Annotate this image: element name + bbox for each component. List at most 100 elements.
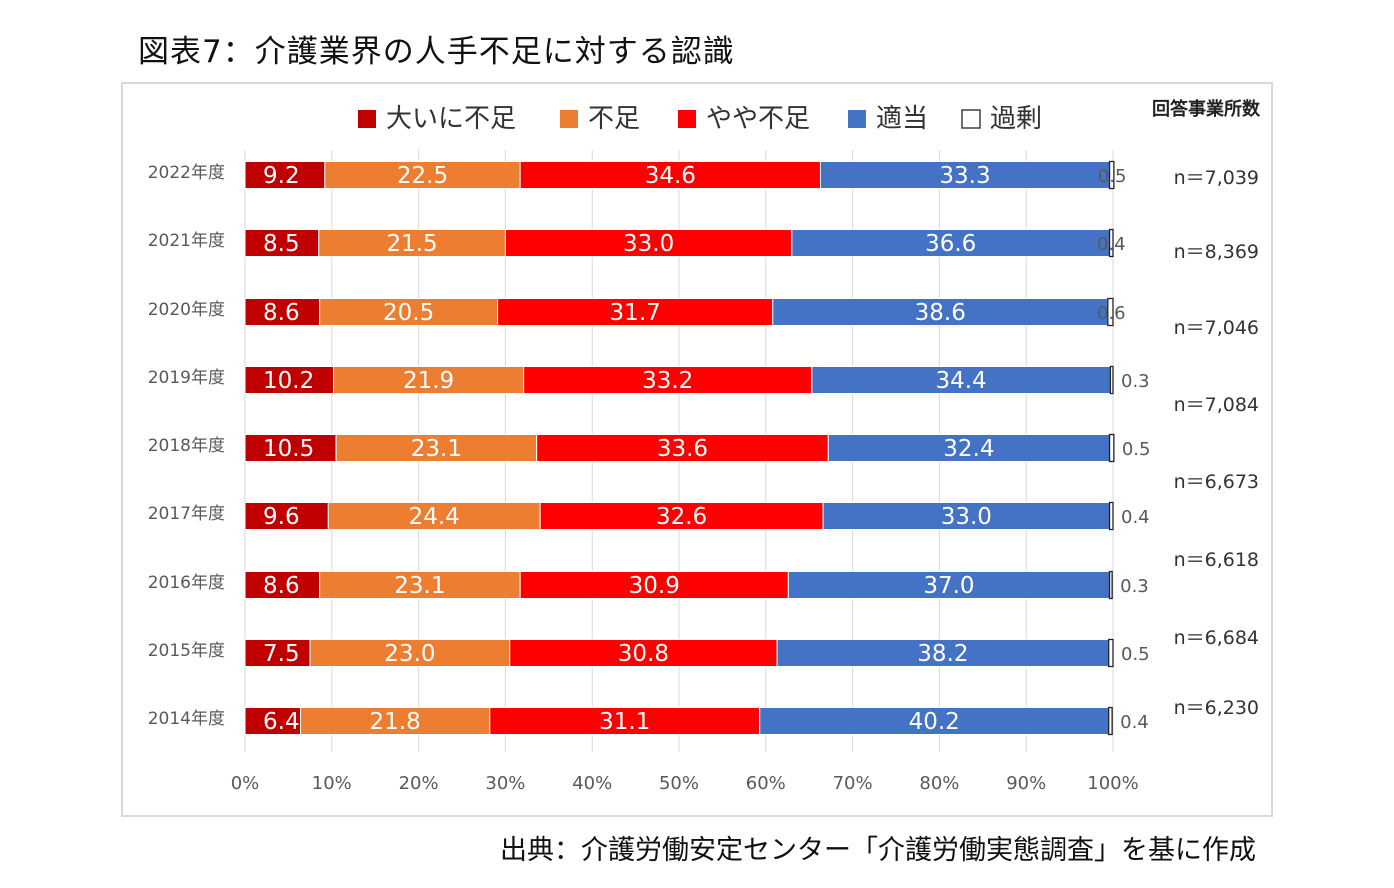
bar-segment <box>244 434 337 462</box>
bar-segment <box>791 229 1111 257</box>
sample-size-label: n＝6,684 <box>1174 627 1259 649</box>
data-label: 0.5 <box>1122 439 1151 460</box>
bar-segment <box>1107 297 1114 327</box>
legend-swatch <box>848 110 866 128</box>
sample-size-label: n＝6,230 <box>1174 697 1259 719</box>
bar-segment <box>489 707 761 735</box>
data-label: 33.2 <box>642 368 693 394</box>
data-label: 33.0 <box>623 231 674 257</box>
bar-segment <box>1108 228 1114 258</box>
bar-segment <box>523 366 813 394</box>
bar-segment <box>1108 706 1113 736</box>
bar-segment <box>244 639 311 667</box>
year-label: 2020年度 <box>148 300 225 320</box>
legend-label: 過剰 <box>990 104 1042 134</box>
data-label: 38.6 <box>915 300 966 326</box>
bar-segment <box>1109 365 1114 395</box>
data-label: 9.6 <box>263 504 300 530</box>
data-label: 34.6 <box>645 163 696 189</box>
data-label: 6.4 <box>263 709 300 735</box>
data-label: 24.4 <box>409 504 460 530</box>
data-label: 32.6 <box>656 504 707 530</box>
bar-segment <box>509 639 778 667</box>
x-tick-label: 20% <box>399 773 439 794</box>
legend-label: 適当 <box>876 104 928 134</box>
bar-segment <box>1108 501 1114 531</box>
bar-segment <box>519 161 821 189</box>
bar-segment <box>300 707 491 735</box>
x-tick-label: 40% <box>572 773 612 794</box>
bar-segment <box>827 434 1111 462</box>
data-label: 33.0 <box>941 504 992 530</box>
data-label: 31.1 <box>599 709 650 735</box>
bar-segment <box>318 229 506 257</box>
data-label: 21.8 <box>370 709 421 735</box>
bar-segment <box>536 434 829 462</box>
bar-segment <box>333 366 525 394</box>
bar-segment <box>819 161 1111 189</box>
sample-size-label: n＝7,046 <box>1174 317 1259 339</box>
year-label: 2015年度 <box>148 641 225 661</box>
bar-segment <box>335 434 538 462</box>
page-title: 図表7：介護業界の人手不足に対する認識 <box>138 34 735 70</box>
year-label: 2016年度 <box>148 573 225 593</box>
bar-segment <box>519 571 789 599</box>
data-label: 23.0 <box>384 641 435 667</box>
legend-swatch <box>961 109 981 129</box>
year-label: 2018年度 <box>148 436 225 456</box>
data-label: 0.5 <box>1098 166 1127 187</box>
bar-segment <box>1108 433 1115 463</box>
sample-size-label: n＝6,618 <box>1174 549 1259 571</box>
year-label: 2014年度 <box>148 709 225 729</box>
bar-segment <box>244 161 326 189</box>
bar-segment <box>244 707 302 735</box>
data-label: 31.7 <box>610 300 661 326</box>
legend-swatch <box>560 110 578 128</box>
data-label: 20.5 <box>383 300 434 326</box>
year-label: 2019年度 <box>148 368 225 388</box>
sample-size-label: n＝7,039 <box>1174 167 1259 189</box>
legend-label: 大いに不足 <box>386 104 516 134</box>
data-label: 0.4 <box>1097 234 1126 255</box>
chart-frame <box>121 82 1273 817</box>
data-label: 0.6 <box>1097 303 1126 324</box>
data-label: 38.2 <box>917 641 968 667</box>
data-label: 0.4 <box>1120 712 1149 733</box>
legend-swatch <box>358 110 376 128</box>
data-label: 37.0 <box>923 573 974 599</box>
data-label: 7.5 <box>263 641 300 667</box>
data-label: 8.6 <box>263 573 300 599</box>
bar-segment <box>244 502 329 530</box>
legend-label: 不足 <box>588 104 640 134</box>
bar-segment <box>1108 570 1113 600</box>
data-label: 23.1 <box>411 436 462 462</box>
data-label: 0.3 <box>1120 576 1149 597</box>
data-label: 40.2 <box>909 709 960 735</box>
data-label: 0.5 <box>1121 644 1150 665</box>
x-tick-label: 30% <box>485 773 525 794</box>
x-tick-label: 90% <box>1006 773 1046 794</box>
x-tick-label: 100% <box>1087 773 1138 794</box>
data-label: 21.9 <box>403 368 454 394</box>
data-label: 33.3 <box>939 163 990 189</box>
data-label: 8.6 <box>263 300 300 326</box>
bar-segment <box>244 571 321 599</box>
sample-size-label: n＝7,084 <box>1174 394 1259 416</box>
data-label: 0.4 <box>1121 507 1150 528</box>
bar-segment <box>319 298 499 326</box>
year-label: 2022年度 <box>148 163 225 183</box>
bar-segment <box>244 366 335 394</box>
bar-segment <box>1108 160 1115 190</box>
x-tick-label: 10% <box>312 773 352 794</box>
legend-swatch <box>678 110 696 128</box>
n-header: 回答事業所数 <box>1152 98 1261 120</box>
source-note: 出典：介護労働安定センター「介護労働実態調査」を基に作成 <box>500 835 1256 866</box>
bar-segment <box>327 502 541 530</box>
data-label: 8.5 <box>263 231 300 257</box>
data-label: 9.2 <box>263 163 300 189</box>
x-tick-label: 70% <box>833 773 873 794</box>
data-label: 10.2 <box>263 368 314 394</box>
year-label: 2017年度 <box>148 504 225 524</box>
bar-segment <box>497 298 774 326</box>
